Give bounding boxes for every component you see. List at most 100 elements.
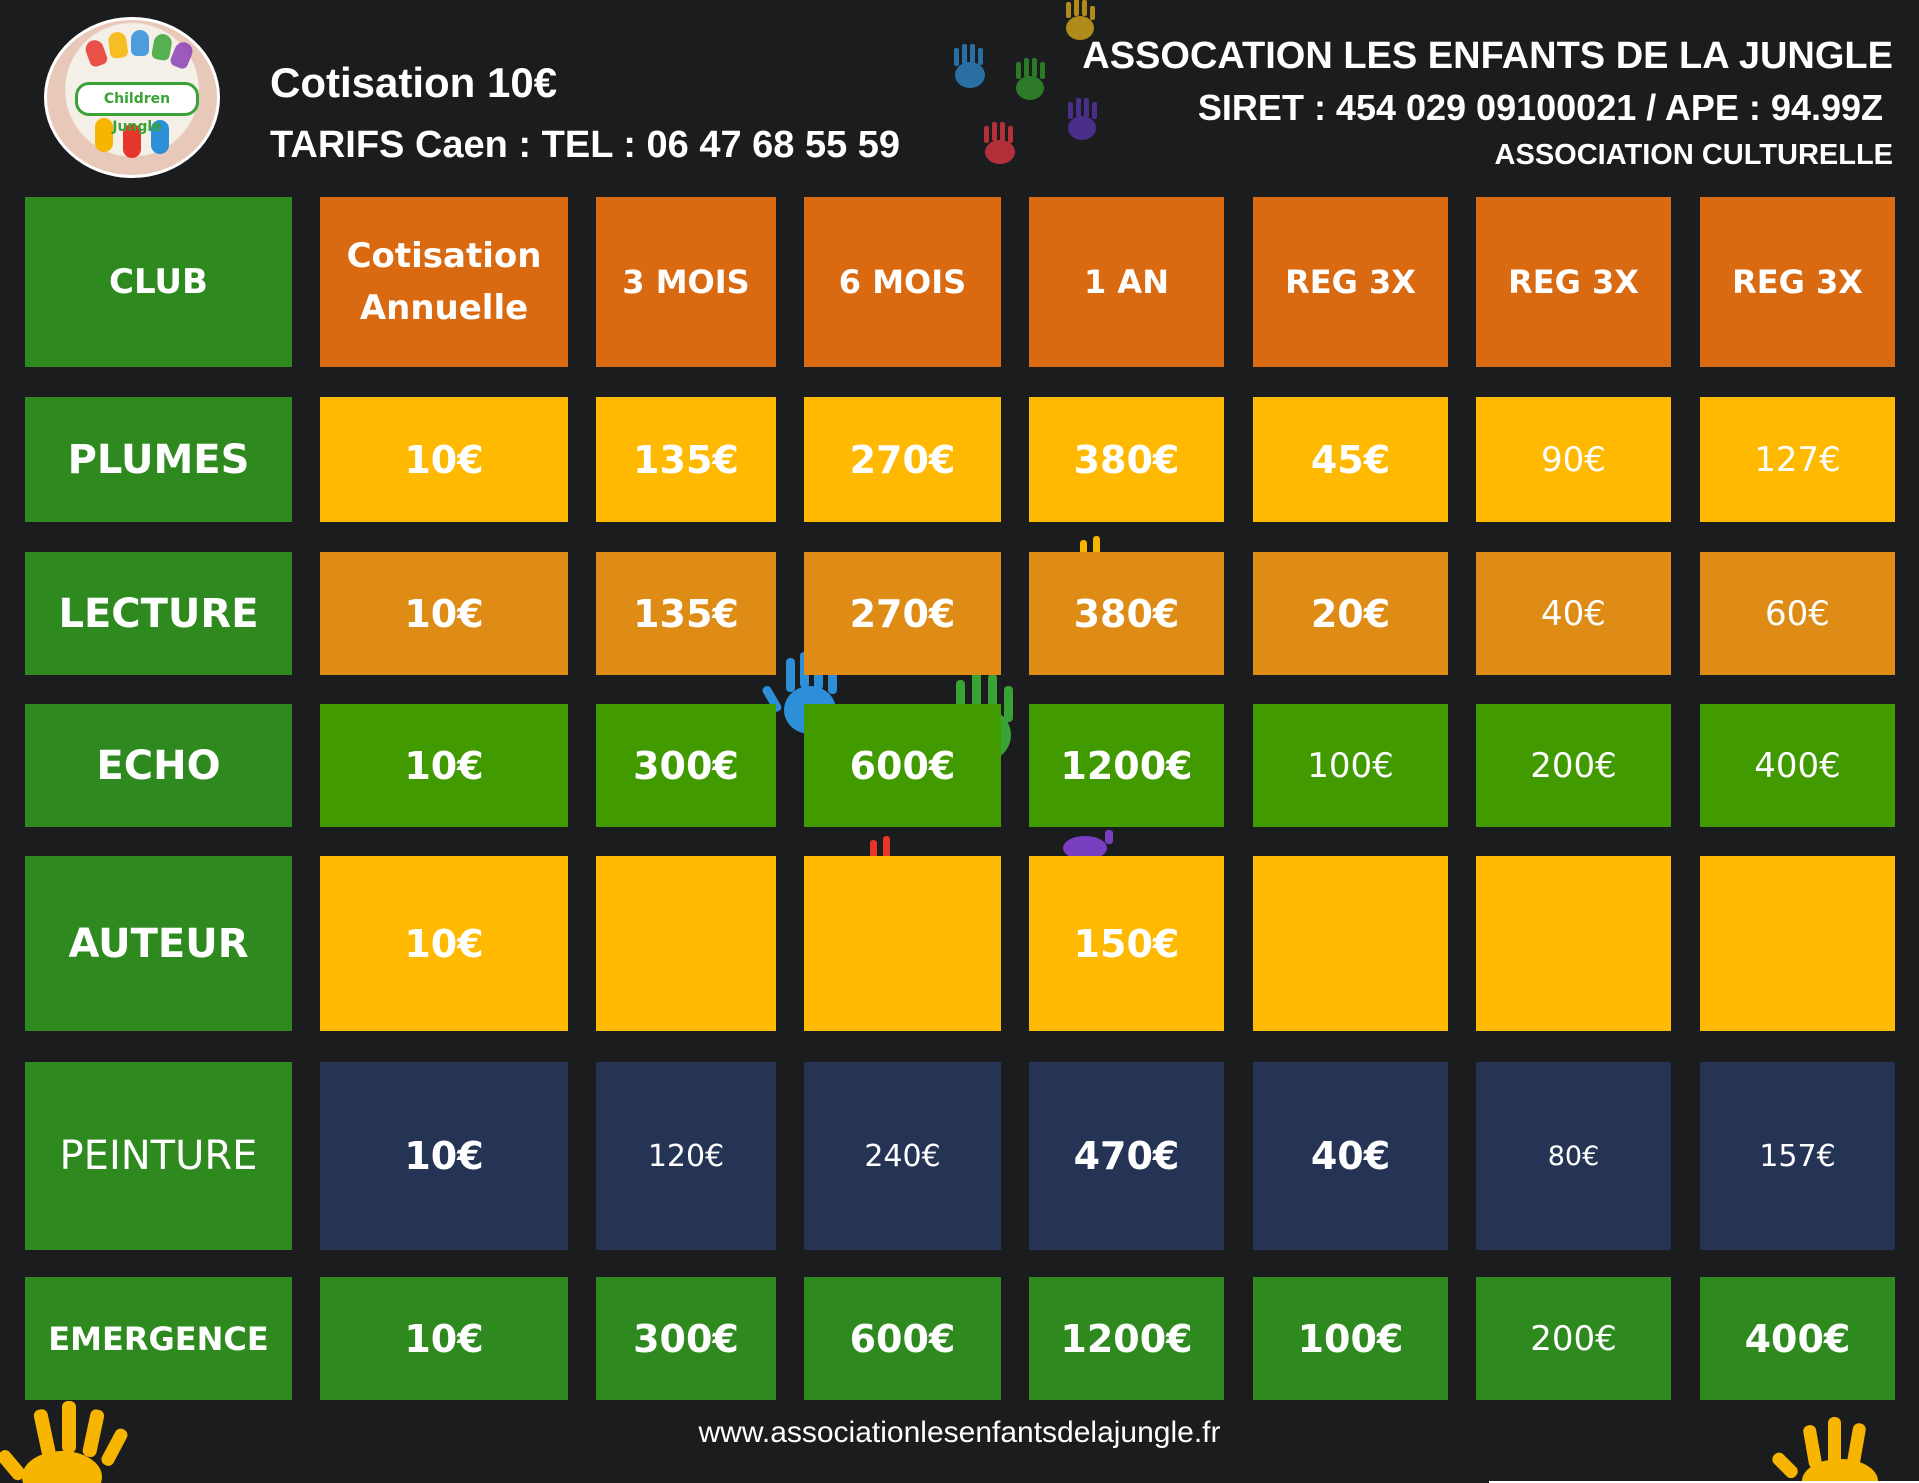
price-cell-1-an: 1200€ — [1029, 1277, 1224, 1400]
price-cell-reg-3x-2: 90€ — [1476, 397, 1671, 522]
club-name-cell: LECTURE — [25, 552, 292, 675]
website-url[interactable]: www.associationlesenfantsdelajungle.fr — [698, 1416, 1221, 1449]
price-cell-reg-3x-1: 20€ — [1253, 552, 1448, 675]
price-value: 40€ — [1541, 593, 1606, 634]
club-name: LECTURE — [58, 590, 259, 637]
price-cell-reg-3x-2: 40€ — [1476, 552, 1671, 675]
column-header-6-mois: 6 MOIS — [804, 197, 1001, 367]
column-header-label: 1 AN — [1084, 263, 1169, 301]
hand-icon — [954, 44, 985, 88]
price-value: 600€ — [849, 743, 956, 788]
column-header-label: REG 3X — [1508, 263, 1639, 301]
column-header-label: REG 3X — [1732, 263, 1863, 301]
price-cell-1-an: 150€ — [1029, 856, 1224, 1031]
price-cell-6-mois: 270€ — [804, 552, 1001, 675]
hand-icon — [1066, 0, 1095, 40]
price-value: 240€ — [864, 1138, 941, 1174]
price-cell-cotisation-annuelle: 10€ — [320, 704, 568, 827]
yellow-hand-icon — [1772, 1417, 1878, 1483]
price-cell-3-mois: 300€ — [596, 1277, 776, 1400]
price-value: 60€ — [1765, 593, 1830, 634]
header-cotisation: Cotisation 10€ — [270, 59, 558, 106]
hand-icon — [131, 30, 149, 56]
price-cell-reg-3x-2: 200€ — [1476, 1277, 1671, 1400]
price-value: 400€ — [1744, 1316, 1851, 1361]
price-cell-reg-3x-3 — [1700, 856, 1895, 1031]
price-value: 200€ — [1530, 1318, 1617, 1359]
club-name-cell: ECHO — [25, 704, 292, 827]
header-right: ASSOCATION LES ENFANTS DE LA JUNGLE SIRE… — [1082, 33, 1893, 173]
price-cell-reg-3x-3: 127€ — [1700, 397, 1895, 522]
hand-icon — [1063, 830, 1113, 860]
price-cell-cotisation-annuelle: 10€ — [320, 1277, 568, 1400]
column-header-label: 6 MOIS — [838, 263, 967, 301]
header-tarifs-tel: TARIFS Caen : TEL : 06 47 68 55 59 — [270, 124, 901, 166]
price-value: 10€ — [404, 591, 484, 636]
price-value: 20€ — [1310, 591, 1391, 636]
price-value: 150€ — [1073, 921, 1180, 966]
children-jungle-logo: Children Jungle — [44, 17, 220, 178]
logo-text: Children Jungle — [75, 82, 199, 135]
price-value: 100€ — [1307, 745, 1394, 786]
price-value: 380€ — [1073, 437, 1180, 482]
club-name: EMERGENCE — [48, 1319, 269, 1358]
price-cell-3-mois: 300€ — [596, 704, 776, 827]
club-name: PLUMES — [67, 436, 250, 483]
price-value: 10€ — [404, 1134, 484, 1178]
price-cell-6-mois: 600€ — [804, 704, 1001, 827]
price-value: 470€ — [1073, 1134, 1180, 1178]
price-value: 380€ — [1073, 591, 1180, 636]
price-cell-reg-3x-2: 200€ — [1476, 704, 1671, 827]
hand-icon — [870, 836, 890, 858]
header-left: Cotisation 10€ TARIFS Caen : TEL : 06 47… — [270, 58, 900, 170]
price-value: 40€ — [1310, 1134, 1391, 1178]
column-header-cotisation-annuelle: Cotisation Annuelle — [320, 197, 568, 367]
price-value: 120€ — [647, 1138, 725, 1174]
price-cell-3-mois: 135€ — [596, 552, 776, 675]
price-value: 10€ — [404, 743, 484, 788]
price-cell-reg-3x-1: 100€ — [1253, 704, 1448, 827]
price-value: 100€ — [1297, 1316, 1404, 1361]
club-name-cell: PEINTURE — [25, 1062, 292, 1250]
price-cell-3-mois — [596, 856, 776, 1031]
price-value: 157€ — [1759, 1138, 1836, 1174]
price-cell-reg-3x-3: 157€ — [1700, 1062, 1895, 1250]
price-value: 45€ — [1310, 437, 1391, 482]
price-cell-6-mois: 240€ — [804, 1062, 1001, 1250]
price-cell-reg-3x-1: 40€ — [1253, 1062, 1448, 1250]
price-value: 135€ — [633, 437, 739, 482]
price-cell-cotisation-annuelle: 10€ — [320, 856, 568, 1031]
price-value: 80€ — [1547, 1140, 1600, 1172]
price-value: 10€ — [404, 1316, 484, 1361]
price-value: 10€ — [404, 921, 484, 966]
club-name: PEINTURE — [59, 1133, 258, 1179]
price-value: 270€ — [849, 591, 956, 636]
price-cell-6-mois: 600€ — [804, 1277, 1001, 1400]
price-cell-reg-3x-1: 45€ — [1253, 397, 1448, 522]
yellow-hand-icon — [0, 1401, 128, 1483]
price-cell-reg-3x-1 — [1253, 856, 1448, 1031]
price-cell-3-mois: 120€ — [596, 1062, 776, 1250]
column-header-reg-3x-3: REG 3X — [1700, 197, 1895, 367]
price-cell-6-mois — [804, 856, 1001, 1031]
price-value: 200€ — [1530, 745, 1617, 786]
price-cell-reg-3x-3: 400€ — [1700, 704, 1895, 827]
price-cell-reg-3x-3: 400€ — [1700, 1277, 1895, 1400]
column-header-label: Cotisation — [346, 236, 542, 276]
price-value: 300€ — [633, 743, 739, 788]
column-header-1-an: 1 AN — [1029, 197, 1224, 367]
child-figure-icon — [123, 124, 141, 158]
price-cell-6-mois: 270€ — [804, 397, 1001, 522]
column-header-3-mois: 3 MOIS — [596, 197, 776, 367]
footer-divider — [1489, 1481, 1919, 1483]
child-figure-icon — [95, 118, 113, 152]
organization-type: ASSOCIATION CULTURELLE — [1494, 139, 1893, 171]
price-cell-cotisation-annuelle: 10€ — [320, 552, 568, 675]
price-value: 127€ — [1754, 439, 1841, 480]
price-value: 90€ — [1541, 439, 1606, 480]
column-header-club: CLUB — [25, 197, 292, 367]
child-figure-icon — [151, 120, 169, 154]
column-header-label: CLUB — [109, 262, 208, 302]
hand-icon — [1068, 98, 1097, 140]
